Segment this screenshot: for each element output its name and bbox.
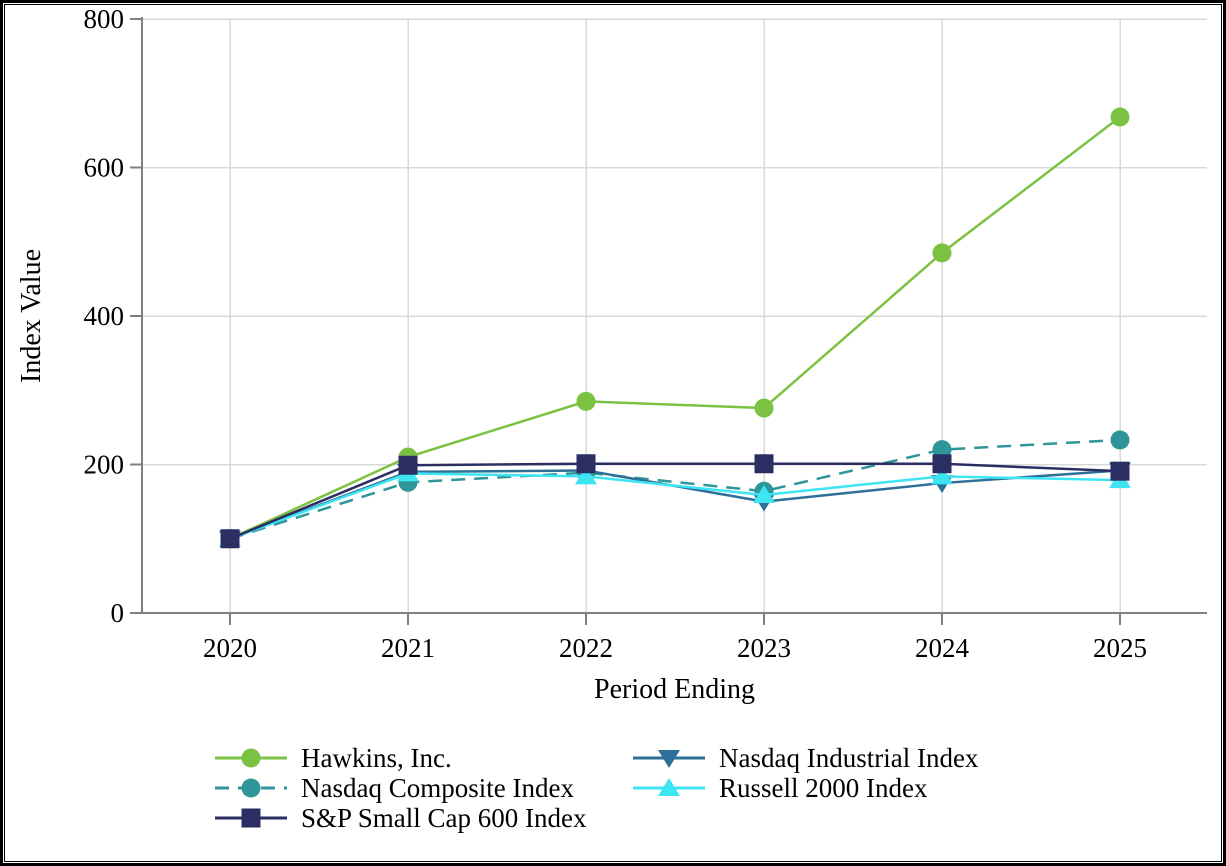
series-hawkins-inc [220,107,1130,549]
legend-item-s-p-small-cap-600-index: S&P Small Cap 600 Index [215,803,587,833]
tick-labels: 0 200 400 600 800 2020 2021 2022 2023 2024 2025 [84,4,1148,663]
data-point-marker [754,454,774,474]
data-point-marker [932,454,952,474]
data-point-marker [753,484,775,503]
legend-label: Russell 2000 Index [719,773,928,803]
y-tick-label: 600 [84,153,125,183]
y-tick-label: 200 [84,450,125,480]
x-tick-label: 2020 [203,633,257,663]
series-nasdaq-composite-index [220,430,1130,549]
gridlines [142,18,1207,613]
legend-label: Hawkins, Inc. [301,743,452,773]
data-point-marker [658,778,680,796]
data-point-marker [1110,107,1130,127]
series-line [229,469,1121,540]
series-line [229,472,1121,540]
legend-item-hawkins-inc: Hawkins, Inc. [215,743,452,773]
x-axis-title: Period Ending [594,674,755,705]
data-point-marker [932,243,952,263]
data-point-marker [241,778,261,798]
series-line [229,462,1121,540]
y-tick-label: 0 [111,598,125,628]
data-point-marker [576,454,596,474]
x-tick-label: 2022 [559,633,613,663]
series-nasdaq-industrial-index [219,462,1131,549]
series-line [229,116,1121,540]
series-s-p-small-cap-600-index [220,454,1130,549]
data-point-marker [575,466,597,485]
data-point-marker [220,529,240,549]
legend-label: Nasdaq Composite Index [301,773,574,803]
x-tick-label: 2021 [381,633,435,663]
data-point-marker [241,808,261,828]
legend-item-russell-2000-index: Russell 2000 Index [633,773,928,803]
data-point-marker [658,750,680,768]
data-point-marker [754,398,774,418]
data-point-marker [1110,430,1130,450]
legend-label: S&P Small Cap 600 Index [301,803,587,833]
data-point-marker [931,466,953,485]
x-tick-label: 2024 [915,633,970,663]
y-axis-title: Index Value [16,249,47,383]
legend-item-nasdaq-industrial-index: Nasdaq Industrial Index [633,743,979,773]
data-point-marker [241,748,261,768]
series-russell-2000-index [219,463,1131,547]
x-tick-label: 2025 [1093,633,1147,663]
data-point-marker [398,455,418,475]
data-point-marker [576,391,596,411]
y-tick-label: 400 [84,301,125,331]
legend-label: Nasdaq Industrial Index [719,743,979,773]
x-tick-label: 2023 [737,633,791,663]
axes [130,17,1207,625]
y-tick-label: 800 [84,4,125,34]
legend-item-nasdaq-composite-index: Nasdaq Composite Index [215,773,574,803]
data-point-marker [1110,461,1130,481]
